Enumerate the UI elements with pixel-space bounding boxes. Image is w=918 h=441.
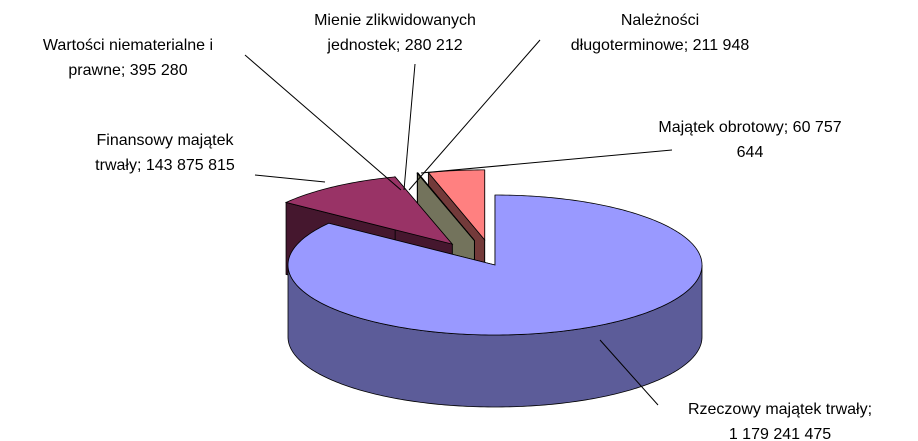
leader-line: [599, 339, 659, 406]
leader-line: [408, 39, 541, 191]
slice-label: Należności długoterminowe; 211 948: [570, 12, 750, 54]
slice-label: Mienie zlikwidowanych jednostek; 280 212: [314, 12, 476, 54]
slice-label: Finansowy majątek trwały; 143 875 815: [95, 132, 235, 174]
leader-line: [254, 174, 326, 183]
leader-line: [244, 54, 402, 191]
slice-top: [416, 172, 475, 241]
leader-line: [420, 149, 673, 174]
slice-top: [287, 194, 703, 336]
slice-label: Wartości niematerialne i prawne; 395 280: [42, 37, 214, 79]
slice-label: Majątek obrotowy; 60 757 644: [658, 119, 842, 161]
slice-top: [284, 176, 454, 245]
leader-line: [403, 63, 416, 191]
slice-label: Rzeczowy majątek trwały; 1 179 241 475: [687, 401, 873, 441]
